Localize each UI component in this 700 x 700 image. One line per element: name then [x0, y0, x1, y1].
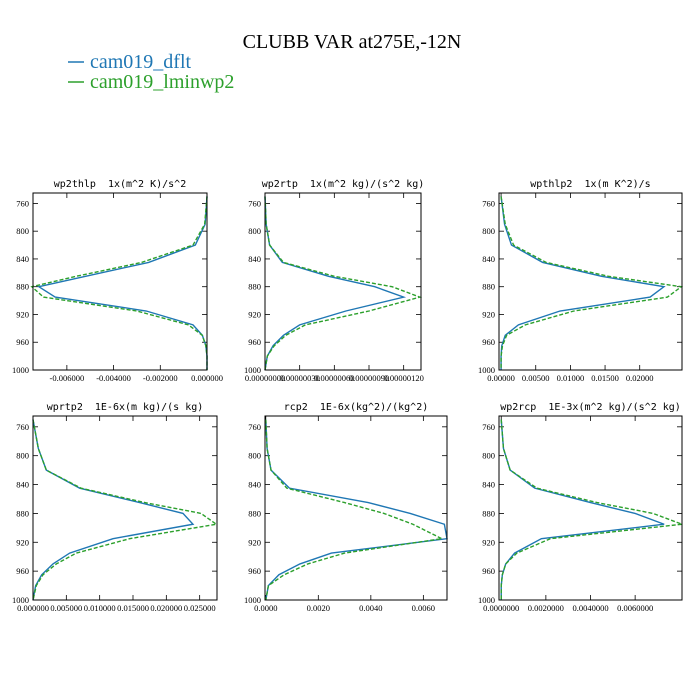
- y-tick-label: 880: [248, 508, 261, 518]
- y-tick-label: 880: [248, 282, 261, 292]
- panel-title: wpthlp2 1x(m K^2)/s: [530, 179, 650, 190]
- y-tick-label: 840: [482, 480, 495, 490]
- x-tick-label: 0.020000: [150, 603, 182, 613]
- series-line: [32, 419, 219, 601]
- x-tick-label: -0.006000: [50, 373, 85, 383]
- figure-title: CLUBB VAR at275E,-12N: [243, 31, 462, 53]
- y-tick-label: 760: [482, 422, 495, 432]
- y-tick-label: 760: [16, 422, 29, 432]
- x-tick-label: 0.01500: [591, 373, 619, 383]
- y-tick-label: 880: [16, 508, 29, 518]
- x-tick-label: 0.000000: [191, 373, 223, 383]
- y-tick-label: 880: [16, 282, 29, 292]
- y-tick-label: 1000: [12, 595, 29, 605]
- y-tick-label: 880: [482, 282, 495, 292]
- plot-frame: [264, 192, 422, 371]
- y-tick-label: 800: [16, 451, 29, 461]
- y-tick-label: 960: [16, 337, 29, 347]
- panel-title: wprtp2 1E-6x(m kg)/(s kg): [47, 402, 204, 413]
- x-tick-label: 0.000000: [17, 603, 49, 613]
- legend-label: cam019_lminwp2: [90, 71, 234, 93]
- y-tick-label: 920: [248, 309, 261, 319]
- x-tick-label: 0.00000000: [245, 373, 285, 383]
- y-tick-label: 840: [16, 254, 29, 264]
- y-tick-label: 1000: [478, 595, 495, 605]
- x-tick-label: 0.00000: [487, 373, 515, 383]
- plot-frame: [32, 415, 218, 601]
- plot-frame: [32, 192, 208, 371]
- panel-title: wp2rtp 1x(m^2 kg)/(s^2 kg): [262, 179, 425, 190]
- x-tick-label: 0.0060: [412, 603, 435, 613]
- plot-frame: [264, 415, 448, 601]
- y-tick-label: 800: [482, 226, 495, 236]
- x-tick-label: 0.005000: [50, 603, 82, 613]
- x-tick-label: 0.00000120: [383, 373, 423, 383]
- x-tick-label: 0.0060000: [617, 603, 653, 613]
- y-tick-label: 920: [16, 537, 29, 547]
- series-line: [32, 419, 195, 601]
- y-tick-label: 960: [482, 337, 495, 347]
- panel-title: wp2rcp 1E-3x(m^2 kg)/(s^2 kg): [500, 402, 681, 413]
- y-tick-label: 920: [482, 309, 495, 319]
- y-tick-label: 760: [248, 422, 261, 432]
- y-tick-label: 960: [482, 566, 495, 576]
- series-line: [500, 196, 666, 370]
- y-tick-label: 920: [482, 537, 495, 547]
- x-tick-label: 0.0000: [254, 603, 277, 613]
- y-tick-label: 800: [482, 451, 495, 461]
- y-tick-label: 960: [16, 566, 29, 576]
- series-line: [500, 419, 683, 600]
- y-tick-label: 800: [248, 226, 261, 236]
- plot-frame: [498, 415, 683, 601]
- y-tick-label: 840: [248, 254, 261, 264]
- y-tick-label: 920: [16, 309, 29, 319]
- x-tick-label: 0.00000030: [279, 373, 319, 383]
- y-tick-label: 840: [16, 480, 29, 490]
- series-line: [500, 196, 684, 370]
- x-tick-label: -0.002000: [143, 373, 178, 383]
- series-line: [265, 419, 445, 601]
- y-tick-label: 800: [16, 226, 29, 236]
- series-line: [30, 196, 208, 370]
- y-tick-label: 960: [248, 337, 261, 347]
- y-tick-label: 880: [482, 508, 495, 518]
- x-tick-label: 0.015000: [117, 603, 149, 613]
- y-tick-label: 960: [248, 566, 261, 576]
- y-tick-label: 800: [248, 451, 261, 461]
- y-tick-label: 840: [482, 254, 495, 264]
- x-tick-label: 0.01000: [557, 373, 585, 383]
- panel-title: rcp2 1E-6x(kg^2)/(kg^2): [284, 402, 429, 413]
- x-tick-label: 0.0020000: [528, 603, 564, 613]
- y-tick-label: 840: [248, 480, 261, 490]
- y-tick-label: 1000: [12, 365, 29, 375]
- y-tick-label: 1000: [244, 595, 261, 605]
- x-tick-label: 0.0020: [307, 603, 330, 613]
- x-tick-label: -0.004000: [96, 373, 131, 383]
- x-tick-label: 0.0040: [359, 603, 382, 613]
- series-line: [264, 196, 423, 371]
- x-tick-label: 0.025000: [184, 603, 216, 613]
- x-tick-label: 0.00000060: [314, 373, 354, 383]
- panel-title: wp2thlp 1x(m^2 K)/s^2: [54, 179, 186, 190]
- y-tick-label: 760: [482, 198, 495, 208]
- y-tick-label: 760: [16, 198, 29, 208]
- x-tick-label: 0.02000: [626, 373, 654, 383]
- x-tick-label: 0.0000000: [483, 603, 519, 613]
- legend-label: cam019_dflt: [90, 51, 192, 73]
- y-tick-label: 760: [248, 198, 261, 208]
- x-tick-label: 0.0040000: [572, 603, 608, 613]
- x-tick-label: 0.00000090: [349, 373, 389, 383]
- x-tick-label: 0.010000: [84, 603, 116, 613]
- y-tick-label: 1000: [478, 365, 495, 375]
- y-tick-label: 1000: [244, 365, 261, 375]
- plot-frame: [498, 192, 683, 371]
- x-tick-label: 0.00500: [522, 373, 550, 383]
- y-tick-label: 920: [248, 537, 261, 547]
